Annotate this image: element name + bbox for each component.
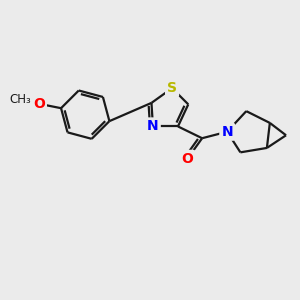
Text: CH₃: CH₃ <box>9 93 31 106</box>
Text: O: O <box>33 97 45 111</box>
Text: S: S <box>167 81 177 95</box>
Text: N: N <box>147 119 159 134</box>
Text: N: N <box>221 125 233 139</box>
Text: O: O <box>182 152 193 166</box>
